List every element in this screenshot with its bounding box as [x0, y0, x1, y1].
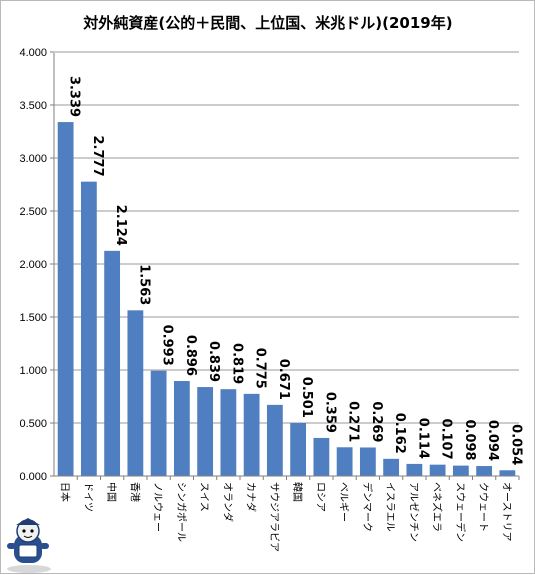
data-label: 2.124 — [113, 205, 128, 246]
data-label: 0.775 — [253, 348, 268, 389]
x-tick-label: スウェーデン — [454, 482, 467, 542]
x-tick-label: デンマーク — [361, 482, 374, 532]
bar — [243, 393, 260, 476]
x-tick-label: クウェート — [477, 482, 489, 532]
x-tick-label: シンガポール — [175, 482, 187, 542]
y-tick-label: 1.000 — [19, 365, 47, 377]
data-label: 0.819 — [229, 343, 244, 384]
bar — [429, 464, 446, 476]
y-tick-label: 4.000 — [19, 47, 47, 59]
x-tick-label: ドイツ — [82, 482, 93, 512]
data-label: 0.671 — [276, 359, 291, 400]
bar — [220, 389, 237, 476]
y-tick-label: 3.500 — [19, 100, 47, 112]
data-label: 0.269 — [369, 401, 384, 442]
bar — [266, 404, 283, 476]
bar — [476, 466, 493, 476]
data-label: 0.098 — [462, 419, 477, 460]
data-label: 0.114 — [415, 418, 430, 459]
y-tick-label: 2.500 — [19, 206, 47, 218]
data-labels: 3.339 2.777 2.124 1.563 0.993 0.896 0.839 0.819… — [67, 76, 524, 465]
y-axis-ticks: 0.000 0.500 1.000 1.500 2.000 2.500 3.000 3.500… — [19, 47, 54, 483]
bar — [150, 370, 167, 476]
bar — [127, 310, 144, 476]
data-label: 2.777 — [90, 136, 105, 177]
x-tick-label: ベネズエラ — [431, 482, 444, 532]
x-tick-label: オーストリア — [500, 482, 512, 542]
data-label: 0.501 — [299, 377, 314, 418]
bar — [290, 422, 307, 476]
data-label: 0.271 — [346, 401, 361, 442]
bar — [173, 381, 190, 476]
x-tick-label: 中国 — [105, 482, 118, 502]
data-label: 0.094 — [485, 420, 500, 461]
bar — [383, 458, 400, 476]
data-label: 3.339 — [67, 76, 82, 117]
bar — [80, 181, 97, 476]
x-tick-label: 日本 — [59, 482, 72, 502]
bar — [104, 250, 121, 476]
bars — [57, 122, 516, 476]
bar — [406, 463, 423, 476]
x-tick-label: カナダ — [245, 482, 258, 512]
data-label: 0.359 — [322, 392, 337, 433]
chart-title: 対外純資産(公的＋民間、上位国、米兆ドル)(2019年) — [82, 14, 452, 32]
x-tick-label: ロシア — [314, 482, 325, 512]
bar — [499, 470, 516, 476]
bar — [359, 447, 376, 476]
data-label: 0.054 — [508, 424, 523, 465]
x-tick-label: ベルギー — [338, 482, 350, 522]
y-tick-label: 0.500 — [19, 418, 47, 430]
x-tick-label: アルゼンチン — [407, 482, 419, 542]
x-tick-label: 香港 — [128, 482, 140, 502]
data-label: 0.896 — [183, 335, 198, 376]
y-tick-label: 0.000 — [19, 471, 47, 483]
bar — [336, 447, 353, 476]
x-tick-label: オランダ — [221, 482, 234, 522]
x-tick-label: 韓国 — [291, 482, 303, 502]
mascot-icon — [7, 518, 51, 573]
x-tick-label: ノルウェー — [152, 482, 164, 532]
x-tick-label: スイス — [198, 482, 209, 512]
x-tick-label: イスラエル — [384, 482, 396, 532]
y-tick-label: 1.500 — [19, 312, 47, 324]
data-label: 1.563 — [136, 264, 151, 305]
bar — [313, 437, 330, 476]
data-label: 0.107 — [439, 419, 454, 460]
data-label: 0.162 — [392, 413, 407, 454]
x-axis-ticks: 日本 ドイツ 中国 香港 ノルウェー シンガポール スイス オランダ カナダ サウジアラビア 韓国ロ… — [59, 476, 520, 552]
y-tick-label: 2.000 — [19, 259, 47, 271]
y-tick-label: 3.000 — [19, 153, 47, 165]
data-label: 0.993 — [160, 325, 175, 366]
data-label: 0.839 — [206, 341, 221, 382]
bar — [197, 387, 214, 476]
bar — [57, 122, 74, 476]
x-tick-label: サウジアラビア — [268, 482, 280, 552]
bar — [452, 465, 469, 476]
